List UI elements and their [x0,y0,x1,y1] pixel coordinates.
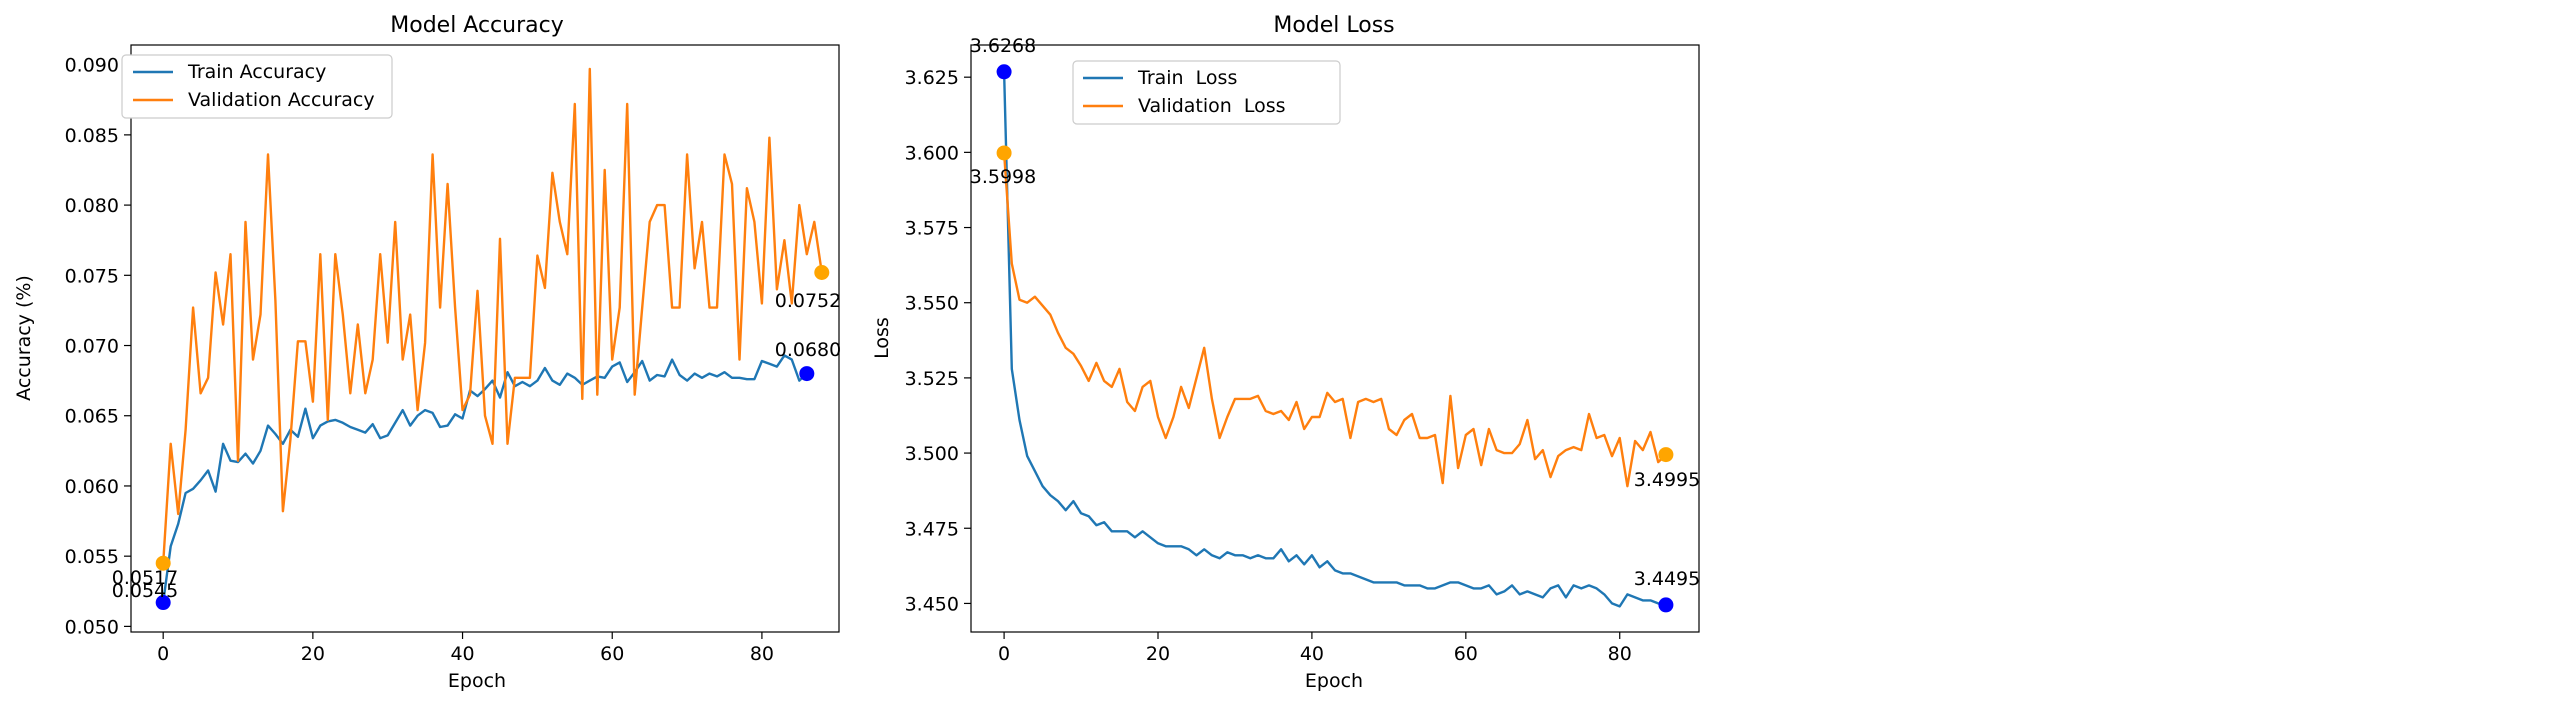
accuracy-x-label: Epoch [448,670,506,692]
loss-y-tick-label: 3.600 [905,142,959,164]
loss-y-tick-label: 3.450 [905,593,959,615]
loss-legend-box [1072,60,1341,125]
loss-y-tick-label: 3.475 [905,518,959,540]
loss-series-line-train [1002,71,1667,608]
loss-y-tick-label: 3.575 [905,218,959,240]
loss-y-tick-label: 3.525 [905,368,959,390]
accuracy-x-tick-label: 20 [301,643,325,665]
accuracy-y-tick-label: 0.090 [65,55,119,77]
accuracy-annotation-start-train: 0.0517 [112,567,178,589]
accuracy-y-tick-label: 0.055 [65,546,119,568]
loss-legend-label-train: Train Loss [1137,67,1237,89]
loss-y-ticks: 3.450 3.475 3.500 3.525 3.550 3.575 3.600 3.625 [905,67,971,615]
loss-y-label: Loss [871,317,893,359]
loss-annotation-start-val: 3.5998 [970,166,1036,188]
accuracy-y-tick-label: 0.050 [65,616,119,638]
loss-x-tick-label: 0 [998,643,1010,665]
accuracy-plot: Model Accuracy 0.050 0.055 0.060 0.065 0.070… [13,13,841,692]
loss-annotations: 3.6268 3.5998 3.4995 3.4495 [970,35,1700,590]
accuracy-x-tick-label: 60 [600,643,624,665]
loss-marker-end-validation [1658,447,1674,463]
loss-series-lines [1002,71,1667,608]
loss-annotation-end-val: 3.4995 [1634,469,1700,491]
accuracy-markers [155,264,830,611]
accuracy-y-ticks: 0.050 0.055 0.060 0.065 0.070 0.075 0.080 0.085… [65,55,131,638]
loss-x-tick-label: 20 [1146,643,1170,665]
accuracy-marker-end-validation [814,264,830,280]
accuracy-legend-label-train: Train Accuracy [187,61,326,83]
accuracy-series-line-validation [162,67,823,564]
accuracy-series-lines [162,67,823,603]
accuracy-y-tick-label: 0.080 [65,195,119,217]
accuracy-marker-start-train [155,595,171,611]
accuracy-x-ticks: 0 20 40 60 80 [157,632,774,665]
accuracy-y-label: Accuracy (%) [13,275,35,401]
accuracy-x-tick-label: 40 [450,643,474,665]
accuracy-annotation-start-val: 0.0545 [112,580,178,602]
loss-plot: Model Loss 3.450 3.475 3.500 3.525 3.550 3.57… [871,13,1700,692]
loss-x-tick-label: 40 [1300,643,1324,665]
accuracy-legend-box [121,54,393,119]
accuracy-axes-frame [130,44,840,633]
accuracy-y-tick-label: 0.075 [65,265,119,287]
accuracy-annotations: 0.0517 0.0545 0.0752 0.0680 [112,290,841,602]
accuracy-x-tick-label: 80 [750,643,774,665]
accuracy-legend-label-val: Validation Accuracy [188,89,375,111]
accuracy-title: Model Accuracy [390,13,564,38]
accuracy-y-tick-label: 0.065 [65,406,119,428]
loss-annotation-start-train: 3.6268 [970,35,1036,57]
loss-legend: Train Loss Validation Loss [1072,60,1341,125]
accuracy-annotation-end-train: 0.0680 [775,339,841,361]
loss-y-tick-label: 3.625 [905,67,959,89]
loss-x-ticks: 0 20 40 60 80 [998,632,1632,665]
accuracy-y-tick-label: 0.060 [65,476,119,498]
loss-x-tick-label: 80 [1608,643,1632,665]
loss-y-tick-label: 3.500 [905,443,959,465]
loss-marker-end-train [1658,597,1674,613]
accuracy-marker-start-validation [155,555,171,571]
loss-x-label: Epoch [1305,670,1363,692]
loss-series-line-validation [1002,152,1667,488]
loss-title: Model Loss [1273,13,1394,38]
loss-marker-start-validation [996,145,1012,161]
accuracy-marker-end-train [799,366,815,382]
loss-axes-frame [970,44,1700,633]
loss-annotation-end-train: 3.4495 [1634,568,1700,590]
loss-markers [996,64,1674,613]
accuracy-y-tick-label: 0.070 [65,336,119,358]
accuracy-x-tick-label: 0 [157,643,169,665]
loss-legend-label-val: Validation Loss [1138,95,1286,117]
accuracy-legend: Train Accuracy Validation Accuracy [121,54,393,119]
accuracy-y-tick-label: 0.085 [65,125,119,147]
loss-y-tick-label: 3.550 [905,293,959,315]
accuracy-annotation-end-val: 0.0752 [775,290,841,312]
accuracy-series-line-train [162,354,808,603]
loss-marker-start-train [996,64,1012,80]
loss-x-tick-label: 60 [1454,643,1478,665]
